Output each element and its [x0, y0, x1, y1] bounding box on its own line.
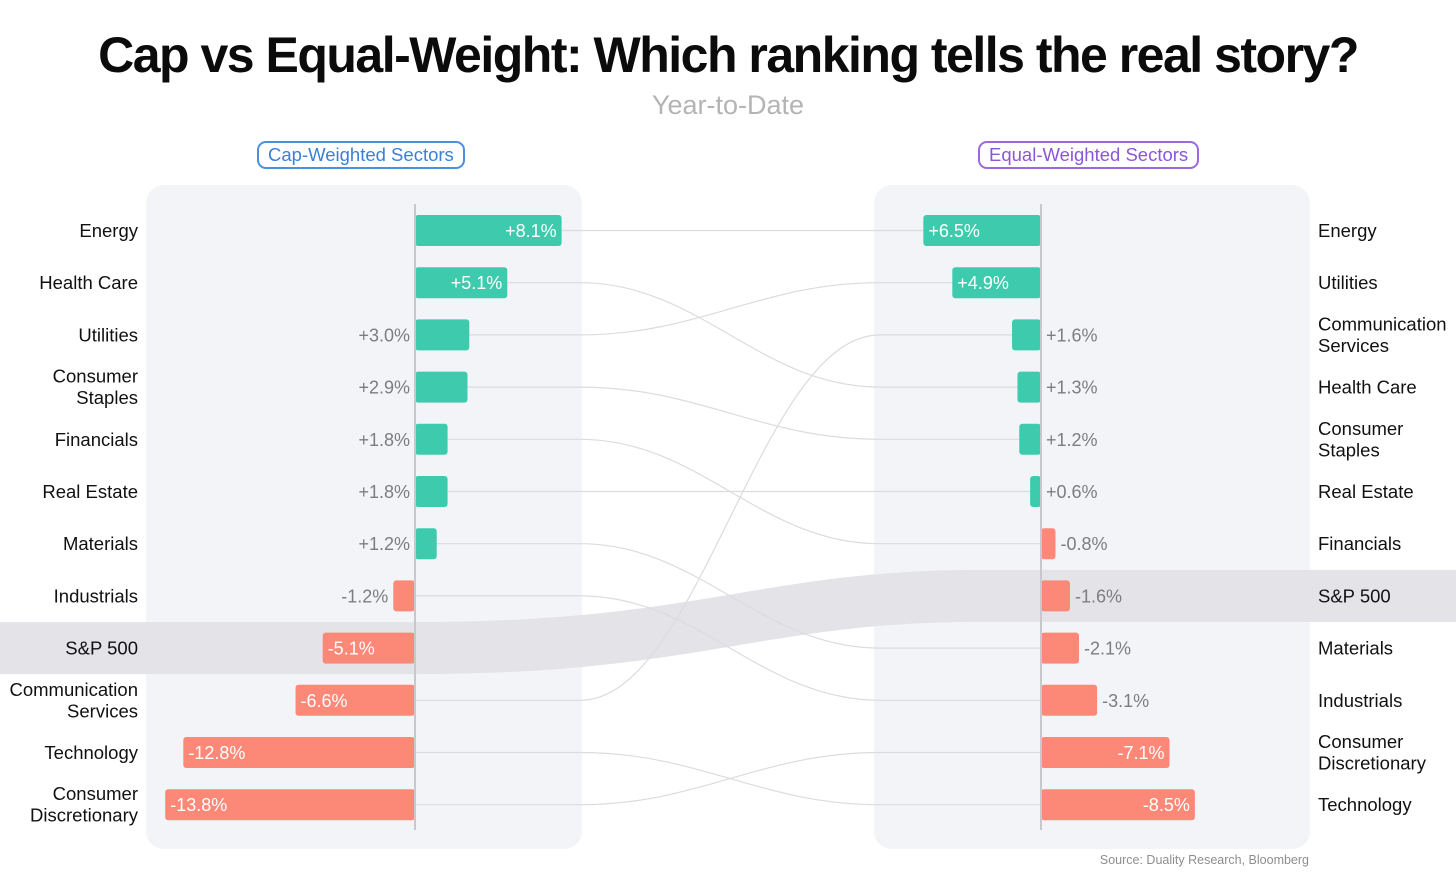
bars [165, 215, 1195, 821]
right-bar-materials [1041, 632, 1080, 664]
left-category-label-technology: Technology [44, 742, 138, 763]
left-value-label-financials: +1.8% [358, 430, 410, 450]
left-category-label-consumer-staples: Consumer Staples [53, 366, 138, 409]
right-bar-consumer-discretionary [1041, 737, 1170, 768]
right-category-label-health-care: Health Care [1318, 377, 1417, 398]
right-bar-technology [1041, 789, 1195, 821]
connector-communication-services [415, 334, 1041, 701]
left-bar-financials [415, 423, 448, 455]
left-bar-utilities [415, 319, 470, 351]
left-bar-communication-services [295, 684, 415, 716]
right-value-label-industrials: -3.1% [1102, 691, 1149, 711]
left-value-label-health-care: +5.1% [451, 273, 503, 293]
connector-health-care [415, 282, 1041, 388]
left-value-label-materials: +1.2% [358, 534, 410, 554]
right-bar-communication-services [1012, 319, 1041, 351]
left-value-label-technology: -12.8% [188, 743, 245, 763]
source-note: Source: Duality Research, Bloomberg [1099, 853, 1309, 867]
left-bar-technology [183, 737, 415, 768]
equal-weighted-panel-bg [874, 185, 1310, 849]
left-category-label-health-care: Health Care [39, 272, 138, 293]
right-bar-consumer-staples [1019, 423, 1041, 455]
connector-consumer-staples [415, 386, 1041, 440]
connector-materials [415, 543, 1041, 649]
panel-backgrounds [146, 185, 1310, 849]
right-category-label-sandp-500: S&P 500 [1318, 585, 1391, 606]
right-bar-energy [923, 215, 1041, 246]
right-bar-real-estate [1030, 476, 1041, 507]
right-value-label-energy: +6.5% [928, 221, 980, 241]
right-category-label-utilities: Utilities [1318, 272, 1378, 293]
right-category-label-real-estate: Real Estate [1318, 481, 1414, 502]
left-category-label-materials: Materials [63, 533, 138, 554]
left-value-label-real-estate: +1.8% [358, 482, 410, 502]
right-value-label-technology: -8.5% [1143, 795, 1190, 815]
right-value-label-communication-services: +1.6% [1046, 325, 1098, 345]
right-value-label-consumer-discretionary: -7.1% [1117, 743, 1164, 763]
right-category-label-consumer-discretionary: Consumer Discretionary [1318, 731, 1427, 774]
left-value-label-consumer-discretionary: -13.8% [170, 795, 227, 815]
chart-title: Cap vs Equal-Weight: Which ranking tells… [98, 27, 1359, 83]
right-bar-industrials [1041, 684, 1098, 716]
right-value-label-sandp-500: -1.6% [1075, 586, 1122, 606]
left-bar-materials [415, 528, 437, 560]
connector-utilities [415, 282, 1041, 336]
cap-weighted-panel-bg [146, 185, 582, 849]
right-bar-financials [1041, 528, 1056, 560]
left-bar-consumer-discretionary [165, 789, 415, 821]
left-value-label-energy: +8.1% [505, 221, 557, 241]
left-bar-health-care [415, 267, 508, 299]
right-value-label-health-care: +1.3% [1046, 378, 1098, 398]
left-category-label-financials: Financials [55, 429, 138, 450]
connector-consumer-discretionary [415, 751, 1041, 806]
left-bar-sandp-500 [322, 632, 415, 664]
right-bar-health-care [1017, 371, 1041, 403]
equal-weighted-panel-title: Equal-Weighted Sectors [978, 141, 1200, 169]
right-value-label-utilities: +4.9% [957, 273, 1009, 293]
left-bar-real-estate [415, 476, 448, 507]
left-category-label-consumer-discretionary: Consumer Discretionary [30, 783, 139, 826]
rank-connectors [415, 229, 1041, 806]
left-bar-industrials [393, 580, 415, 612]
right-value-label-real-estate: +0.6% [1046, 482, 1098, 502]
right-bar-sandp-500 [1041, 580, 1070, 612]
chart-subtitle: Year-to-Date [651, 90, 805, 120]
right-category-label-technology: Technology [1318, 794, 1412, 815]
right-category-label-industrials: Industrials [1318, 690, 1402, 711]
right-category-label-communication-services: Communication Services [1318, 313, 1447, 356]
left-value-label-consumer-staples: +2.9% [358, 378, 410, 398]
left-bar-energy [415, 215, 562, 246]
right-category-label-materials: Materials [1318, 638, 1393, 659]
labels: +8.1% Energy +5.1% Health Care +3.0% Utilitie… [9, 220, 1446, 826]
right-value-label-financials: -0.8% [1060, 534, 1107, 554]
right-category-label-energy: Energy [1318, 220, 1377, 241]
left-value-label-industrials: -1.2% [341, 586, 388, 606]
connector-industrials [415, 595, 1041, 701]
left-category-label-industrials: Industrials [54, 585, 138, 606]
right-bar-utilities [952, 267, 1041, 299]
left-value-label-utilities: +3.0% [358, 325, 410, 345]
right-category-label-financials: Financials [1318, 533, 1401, 554]
left-category-label-real-estate: Real Estate [42, 481, 138, 502]
right-value-label-materials: -2.1% [1084, 639, 1131, 659]
left-category-label-communication-services: Communication Services [9, 679, 138, 722]
zero-axes [414, 204, 1042, 830]
cap-weighted-panel-title: Cap-Weighted Sectors [257, 141, 465, 169]
left-category-label-sandp-500: S&P 500 [65, 638, 138, 659]
left-bar-consumer-staples [415, 371, 468, 403]
left-value-label-communication-services: -6.6% [301, 691, 348, 711]
left-value-label-sandp-500: -5.1% [328, 639, 375, 659]
right-category-label-consumer-staples: Consumer Staples [1318, 418, 1403, 461]
left-category-label-energy: Energy [79, 220, 138, 241]
right-value-label-consumer-staples: +1.2% [1046, 430, 1098, 450]
left-category-label-utilities: Utilities [78, 324, 138, 345]
